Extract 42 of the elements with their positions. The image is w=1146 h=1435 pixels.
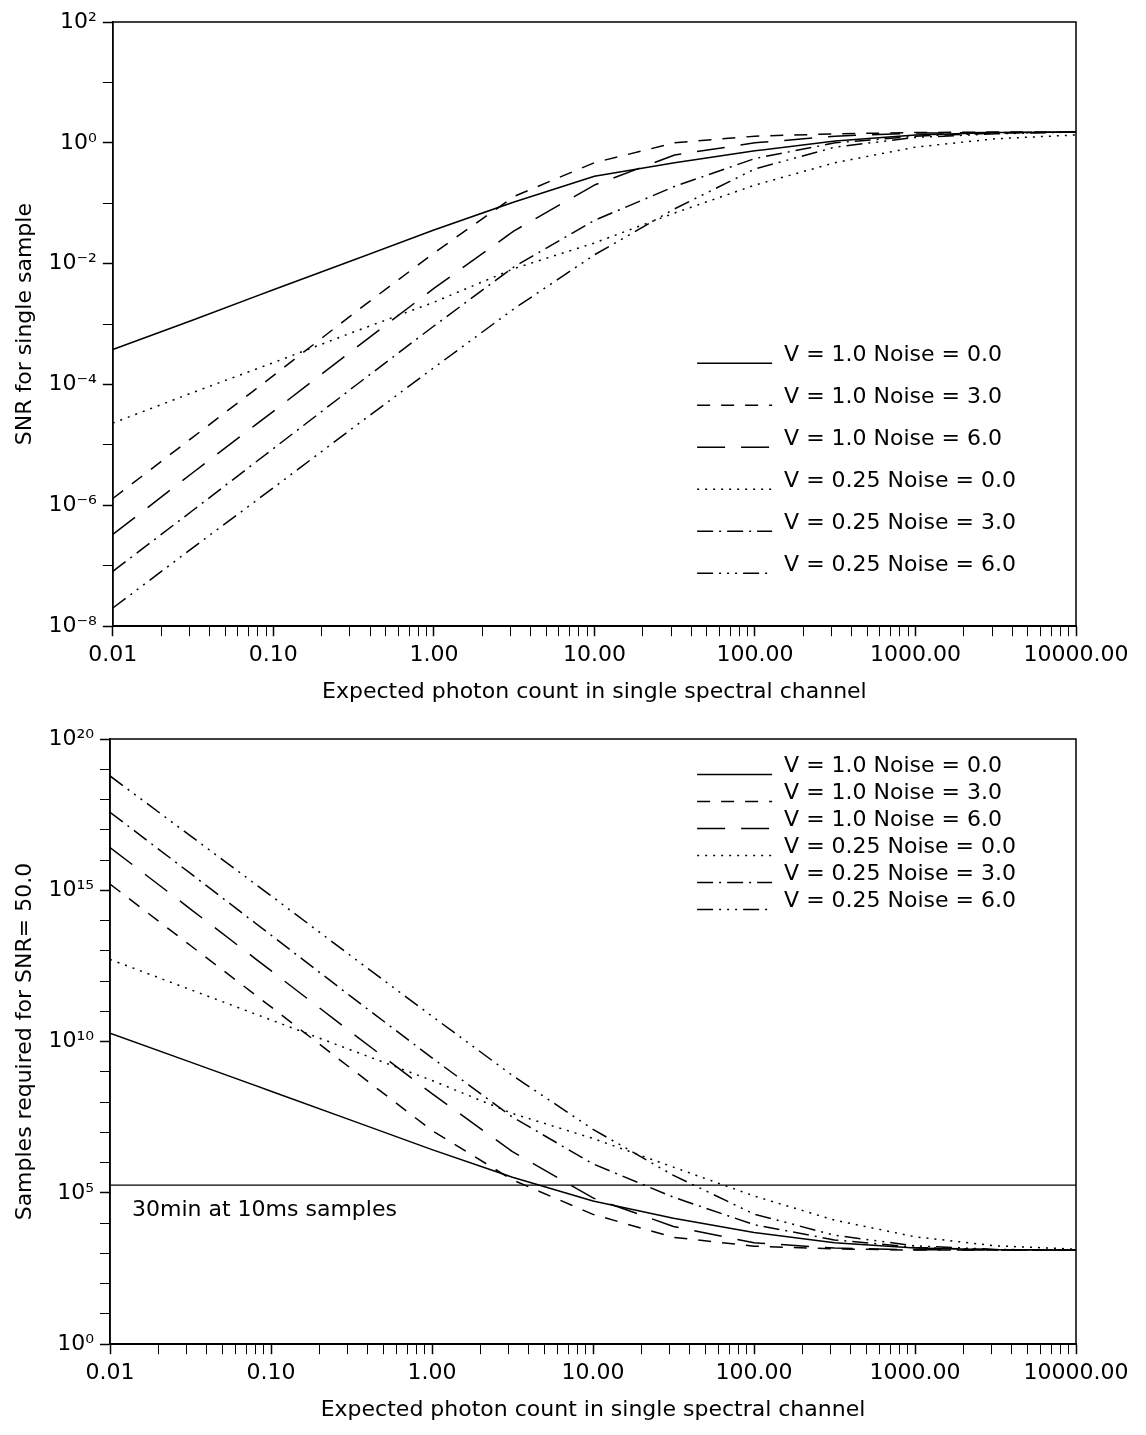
legend-label: V = 1.0 Noise = 0.0 [784, 752, 1003, 778]
x-tick-label: 10000.00 [1023, 1359, 1129, 1385]
legend-label: V = 0.25 Noise = 6.0 [784, 550, 1017, 576]
y-tick-label: 10²⁰ [48, 724, 95, 750]
ref-line-label: 30min at 10ms samples [132, 1195, 397, 1221]
x-tick-label: 10.00 [562, 641, 626, 667]
x-tick-label: 100.00 [716, 641, 794, 667]
legend-label: V = 1.0 Noise = 0.0 [784, 340, 1003, 366]
x-tick-label: 100.00 [715, 1359, 793, 1385]
x-tick-label: 10.00 [561, 1359, 625, 1385]
legend-label: V = 1.0 Noise = 3.0 [784, 779, 1003, 805]
x-tick-label: 10000.00 [1023, 641, 1129, 667]
x-axis-title: Expected photon count in single spectral channel [320, 1395, 866, 1421]
x-tick-label: 1000.00 [869, 1359, 961, 1385]
y-tick-label: 10¹⁰ [48, 1027, 95, 1053]
legend-label: V = 0.25 Noise = 6.0 [784, 887, 1017, 913]
y-tick-label: 10⁻⁶ [48, 491, 97, 517]
legend-label: V = 1.0 Noise = 6.0 [784, 806, 1003, 832]
y-tick-label: 10⁵ [57, 1178, 95, 1204]
y-tick-label: 10⁻⁴ [48, 370, 97, 396]
y-tick-label: 10⁻² [48, 249, 97, 275]
legend-label: V = 0.25 Noise = 3.0 [784, 508, 1017, 534]
y-axis-title: Samples required for SNR= 50.0 [10, 862, 36, 1221]
x-tick-label: 0.10 [246, 1359, 296, 1385]
x-tick-label: 0.01 [85, 1359, 135, 1385]
y-tick-label: 10¹⁵ [48, 876, 95, 902]
legend-label: V = 1.0 Noise = 3.0 [784, 382, 1003, 408]
y-axis-title: SNR for single sample [10, 203, 36, 446]
x-tick-label: 1.00 [409, 641, 459, 667]
y-tick-label: 10⁻⁸ [48, 611, 97, 637]
x-tick-label: 0.01 [88, 641, 138, 667]
x-tick-label: 1000.00 [869, 641, 961, 667]
y-tick-label: 10⁰ [60, 128, 97, 154]
y-tick-label: 10² [60, 7, 97, 33]
legend-label: V = 0.25 Noise = 3.0 [784, 860, 1017, 886]
x-tick-label: 1.00 [407, 1359, 457, 1385]
legend-label: V = 1.0 Noise = 6.0 [784, 424, 1003, 450]
y-tick-label: 10⁰ [57, 1329, 95, 1355]
x-axis-title: Expected photon count in single spectral channel [322, 677, 867, 703]
legend-label: V = 0.25 Noise = 0.0 [784, 833, 1017, 859]
legend-label: V = 0.25 Noise = 0.0 [784, 466, 1017, 492]
x-tick-label: 0.10 [248, 641, 298, 667]
